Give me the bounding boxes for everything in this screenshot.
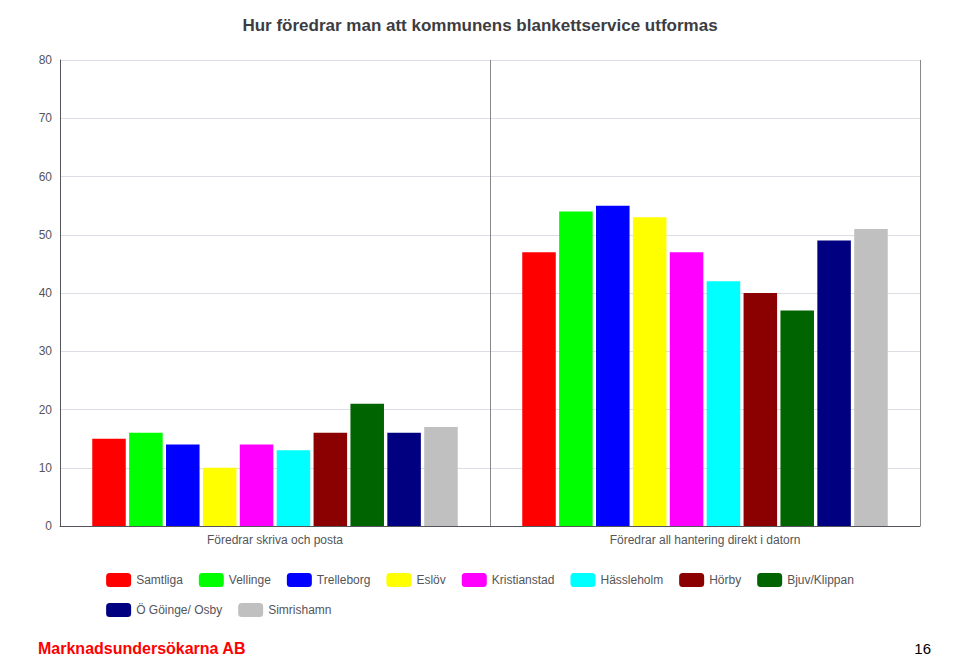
svg-text:Marknadsundersökarna AB: Marknadsundersökarna AB: [38, 640, 245, 657]
svg-text:Hässleholm: Hässleholm: [600, 573, 663, 587]
svg-text:Simrishamn: Simrishamn: [268, 603, 331, 617]
svg-text:Eslöv: Eslöv: [416, 573, 445, 587]
svg-text:Föredrar skriva och posta: Föredrar skriva och posta: [207, 533, 343, 547]
svg-text:Bjuv/Klippan: Bjuv/Klippan: [787, 573, 854, 587]
svg-text:Hörby: Hörby: [709, 573, 741, 587]
svg-text:40: 40: [39, 286, 53, 300]
svg-text:80: 80: [39, 53, 53, 67]
svg-text:Vellinge: Vellinge: [229, 573, 271, 587]
svg-text:70: 70: [39, 111, 53, 125]
svg-text:10: 10: [39, 461, 53, 475]
svg-text:50: 50: [39, 228, 53, 242]
svg-text:20: 20: [39, 403, 53, 417]
svg-text:Föredrar all hantering direkt: Föredrar all hantering direkt i datorn: [610, 533, 801, 547]
svg-text:16: 16: [914, 640, 931, 657]
svg-text:Hur föredrar man att kommunens: Hur föredrar man att kommunens blanketts…: [242, 16, 717, 35]
svg-text:30: 30: [39, 344, 53, 358]
svg-text:60: 60: [39, 170, 53, 184]
svg-text:Kristianstad: Kristianstad: [492, 573, 555, 587]
svg-text:Ö Göinge/ Osby: Ö Göinge/ Osby: [136, 603, 222, 617]
svg-text:Trelleborg: Trelleborg: [317, 573, 371, 587]
svg-text:0: 0: [45, 519, 52, 533]
svg-text:Samtliga: Samtliga: [136, 573, 183, 587]
